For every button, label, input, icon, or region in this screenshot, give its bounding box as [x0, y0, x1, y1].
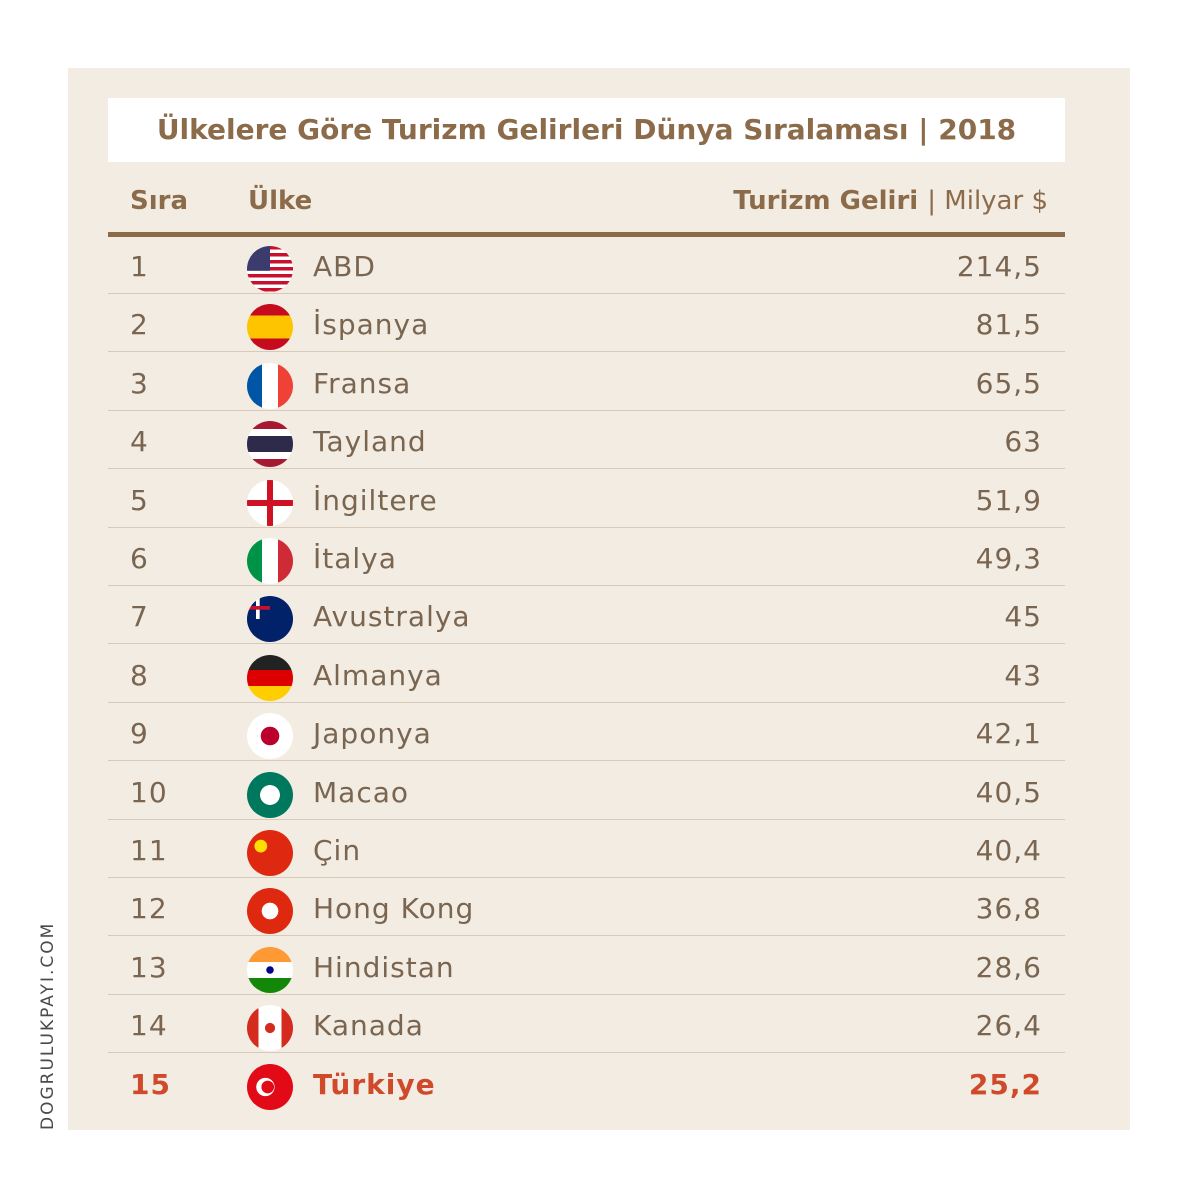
flag — [247, 1063, 293, 1110]
country: Kanada — [313, 1009, 424, 1043]
revenue: 42,1 — [975, 717, 1042, 751]
flag — [247, 888, 293, 935]
country: Hindistan — [313, 950, 455, 984]
panel — [68, 68, 1130, 1130]
row-separator — [108, 526, 1065, 528]
flag — [247, 830, 293, 876]
rank: 9 — [130, 717, 149, 751]
flag — [247, 946, 293, 993]
rank: 14 — [130, 1009, 168, 1043]
row-separator — [108, 585, 1065, 586]
rank: 15 — [130, 1067, 171, 1101]
country: Fransa — [313, 366, 412, 400]
header-revenue-group: Turizm Geliri | Milyar $ — [733, 186, 1048, 216]
flag — [247, 771, 293, 818]
row-separator — [108, 351, 1065, 353]
country: Çin — [313, 834, 362, 867]
rank: 4 — [130, 425, 149, 459]
header-revenue: Turizm Geliri — [733, 186, 919, 216]
rank: 12 — [130, 892, 168, 926]
watermark: DOGRULUKPAYI.COM — [38, 921, 58, 1130]
flag — [247, 421, 293, 468]
row-separator — [108, 1052, 1065, 1054]
flag — [247, 713, 293, 760]
revenue: 36,8 — [975, 892, 1042, 926]
rank: 11 — [130, 834, 168, 867]
revenue: 65,5 — [975, 366, 1042, 400]
revenue: 81,5 — [975, 308, 1042, 342]
flag — [247, 596, 293, 643]
rank: 10 — [130, 775, 168, 809]
title: Ülkelere Göre Turizm Gelirleri Dünya Sır… — [156, 113, 1017, 146]
flag — [247, 654, 293, 701]
flag — [247, 1005, 293, 1052]
rank: 5 — [130, 483, 149, 517]
revenue: 49,3 — [975, 542, 1042, 575]
row-separator — [108, 293, 1065, 294]
revenue: 25,2 — [968, 1067, 1042, 1101]
country: Almanya — [313, 658, 443, 692]
row-separator — [108, 760, 1065, 762]
revenue: 43 — [1004, 658, 1042, 692]
header-rule — [108, 232, 1065, 237]
revenue: 28,6 — [975, 950, 1042, 984]
country: Türkiye — [313, 1067, 436, 1101]
country: İngiltere — [313, 483, 438, 517]
country: Japonya — [313, 717, 432, 751]
row-separator — [108, 818, 1065, 820]
header-rank: Sıra — [130, 186, 189, 216]
country: İspanya — [313, 308, 430, 342]
rank: 2 — [130, 308, 149, 342]
revenue: 63 — [1004, 425, 1042, 459]
revenue: 214,5 — [956, 250, 1042, 283]
revenue: 45 — [1004, 600, 1042, 634]
rank: 3 — [130, 366, 149, 400]
flag — [247, 246, 293, 292]
row-separator — [108, 409, 1065, 411]
country: Tayland — [313, 425, 427, 459]
header-country: Ülke — [248, 186, 313, 216]
revenue: 40,4 — [975, 834, 1042, 867]
rank: 8 — [130, 658, 149, 692]
row-separator — [108, 877, 1065, 878]
country: İtalya — [313, 542, 397, 575]
rank: 6 — [130, 542, 149, 575]
title-box: Ülkelere Göre Turizm Gelirleri Dünya Sır… — [108, 98, 1065, 162]
flag — [247, 304, 293, 351]
rank: 13 — [130, 950, 168, 984]
row-separator — [108, 993, 1065, 995]
row-separator — [108, 643, 1065, 645]
rank: 1 — [130, 250, 149, 283]
revenue: 40,5 — [975, 775, 1042, 809]
country: ABD — [313, 250, 376, 283]
flag — [247, 479, 293, 526]
country: Avustralya — [313, 600, 471, 634]
flag — [247, 362, 293, 409]
country: Hong Kong — [313, 892, 475, 926]
row-separator — [108, 701, 1065, 703]
rank: 7 — [130, 600, 149, 634]
flag — [247, 538, 293, 584]
country: Macao — [313, 775, 409, 809]
revenue: 26,4 — [975, 1009, 1042, 1043]
row-separator — [108, 935, 1065, 937]
row-separator — [108, 468, 1065, 470]
revenue: 51,9 — [975, 483, 1042, 517]
header-unit: | Milyar $ — [927, 186, 1048, 216]
